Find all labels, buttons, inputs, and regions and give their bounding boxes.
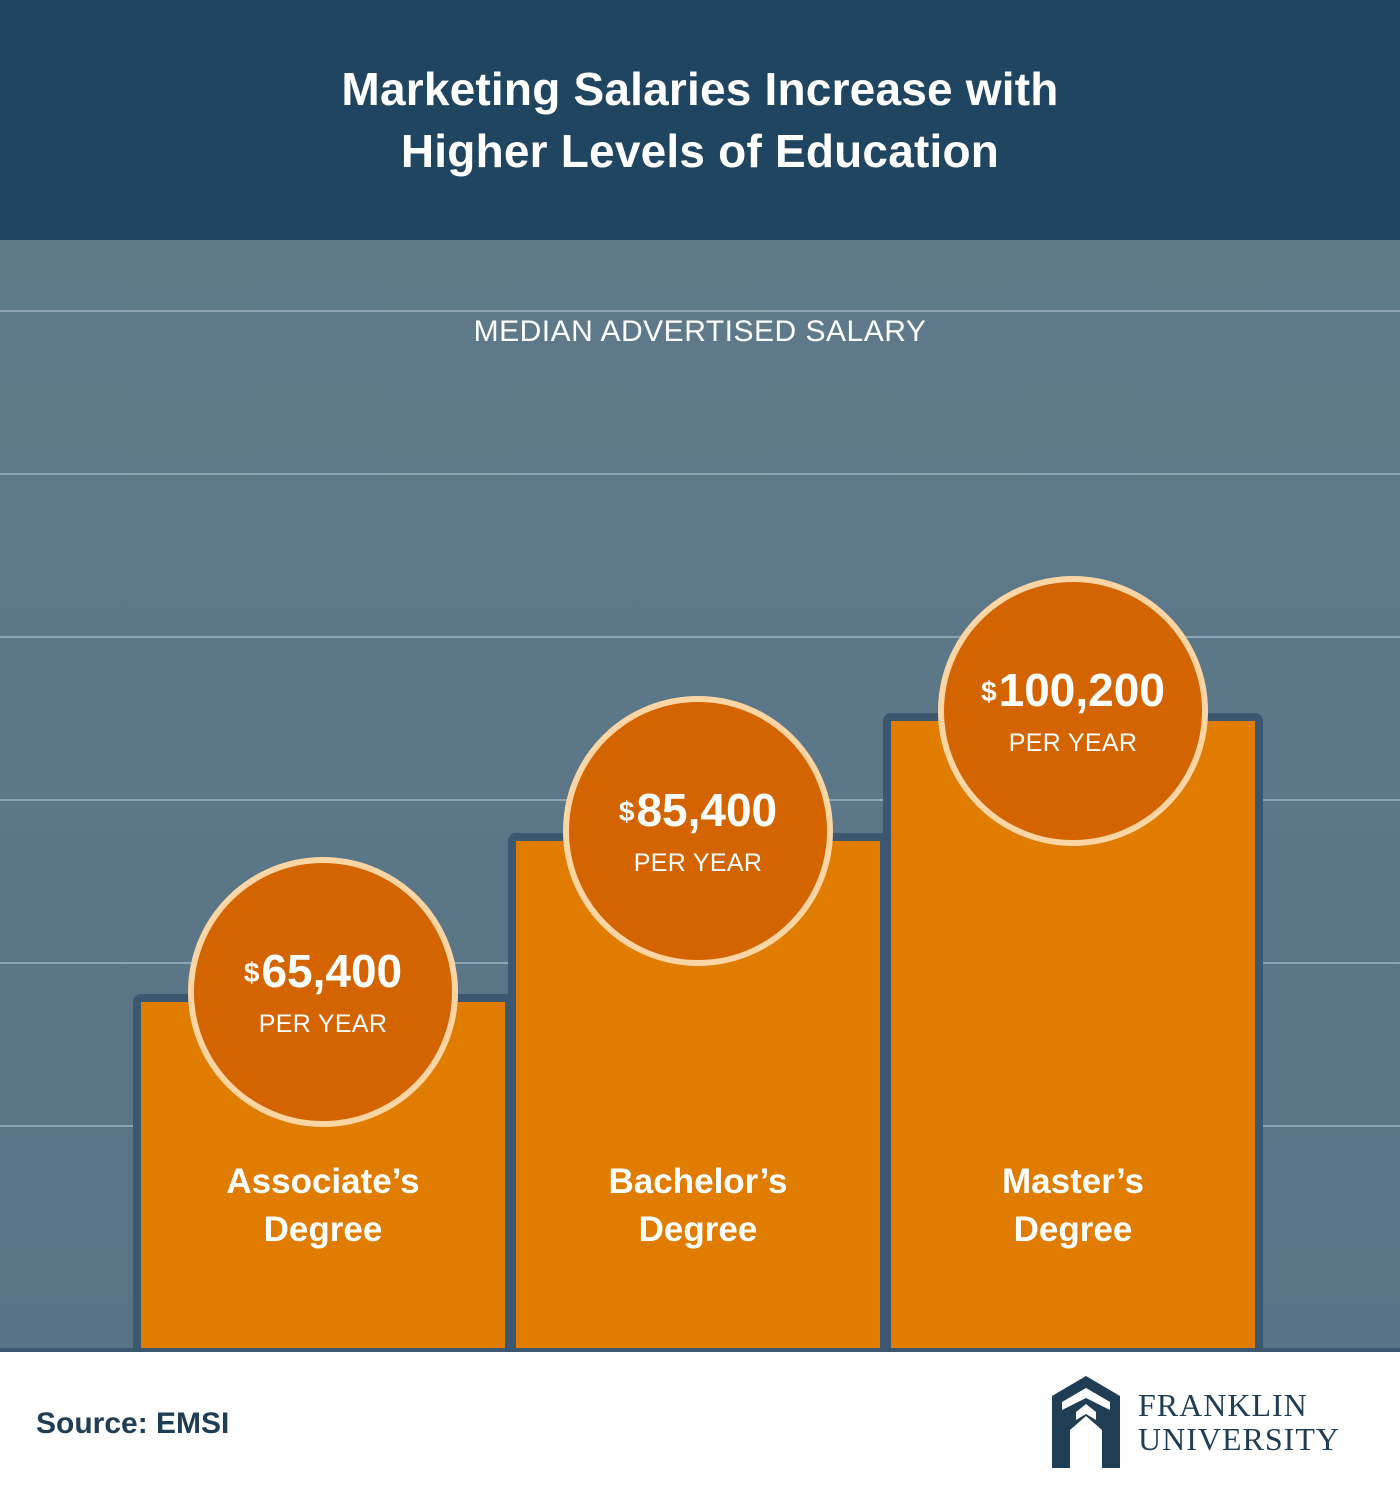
category-label: Bachelor’s Degree bbox=[508, 1158, 888, 1254]
chart-title-line1: Marketing Salaries Increase with bbox=[341, 63, 1059, 115]
chart-subtitle: MEDIAN ADVERTISED SALARY bbox=[473, 315, 927, 348]
unit-label: PER YEAR bbox=[1008, 728, 1138, 757]
logo-text-line2: UNIVERSITY bbox=[1138, 1421, 1340, 1457]
currency-symbol: $ bbox=[618, 795, 635, 827]
value-badge: $65,400 PER YEAR bbox=[188, 857, 458, 1127]
value-label: $65,400 bbox=[244, 946, 402, 996]
value-badge: $85,400 PER YEAR bbox=[563, 696, 833, 966]
chart-title: Marketing Salaries Increase with Higher … bbox=[341, 58, 1058, 182]
category-label: Master’s Degree bbox=[883, 1158, 1263, 1254]
gridline bbox=[0, 473, 1400, 475]
gridline bbox=[0, 310, 1400, 312]
unit-label: PER YEAR bbox=[258, 1009, 388, 1038]
category-label: Associate’s Degree bbox=[133, 1158, 513, 1254]
footer: Source: EMSI FRANKLIN UNIVERSITY bbox=[0, 1348, 1400, 1490]
value-number: 85,400 bbox=[636, 783, 778, 836]
category-label-line2: Degree bbox=[1013, 1210, 1133, 1249]
logo-text-line1: FRANKLIN bbox=[1138, 1387, 1308, 1423]
category-label-line2: Degree bbox=[263, 1210, 383, 1249]
category-label-line1: Associate’s bbox=[226, 1162, 420, 1201]
category-label-line1: Master’s bbox=[1001, 1162, 1145, 1201]
currency-symbol: $ bbox=[981, 675, 997, 707]
value-number: 65,400 bbox=[261, 944, 403, 997]
value-number: 100,200 bbox=[998, 663, 1165, 716]
franklin-arch-icon bbox=[1052, 1376, 1120, 1468]
header-banner: Marketing Salaries Increase with Higher … bbox=[0, 0, 1400, 240]
source-note: Source: EMSI bbox=[36, 1407, 230, 1440]
value-label: $100,200 bbox=[981, 665, 1165, 715]
chart-title-line2: Higher Levels of Education bbox=[400, 125, 1000, 177]
category-label-line1: Bachelor’s bbox=[608, 1162, 788, 1201]
value-badge: $100,200 PER YEAR bbox=[938, 576, 1208, 846]
gridline bbox=[0, 636, 1400, 638]
value-label: $85,400 bbox=[619, 785, 777, 835]
franklin-university-logo: FRANKLIN UNIVERSITY bbox=[1050, 1374, 1340, 1470]
category-label-line2: Degree bbox=[638, 1210, 758, 1249]
unit-label: PER YEAR bbox=[633, 848, 763, 877]
plot-area: MEDIAN ADVERTISED SALARY $65,400 PER YEAR… bbox=[0, 240, 1400, 1348]
currency-symbol: $ bbox=[243, 956, 260, 988]
